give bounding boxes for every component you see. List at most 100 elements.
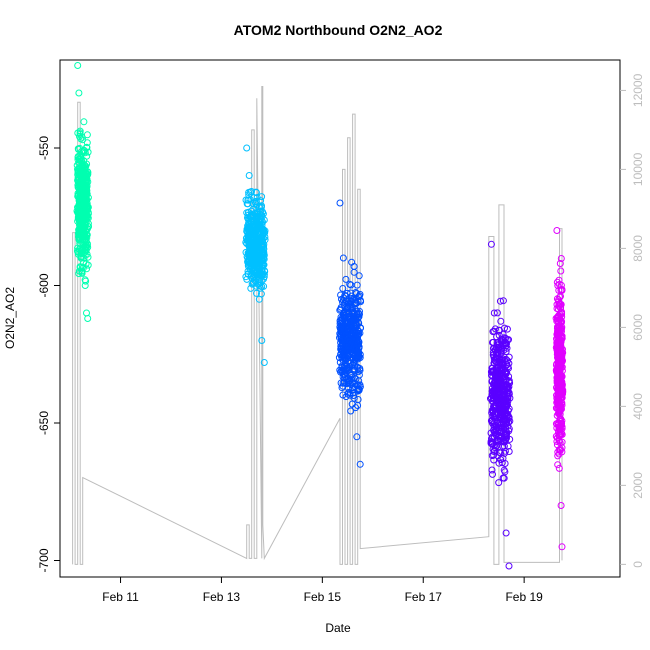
data-point — [83, 265, 91, 273]
data-point — [557, 255, 565, 262]
data-point — [339, 285, 347, 292]
data-point — [260, 245, 268, 253]
data-point — [84, 194, 92, 202]
data-point — [505, 336, 512, 344]
data-point — [260, 275, 267, 283]
data-point — [74, 62, 82, 69]
data-point — [496, 297, 504, 305]
data-point — [505, 373, 513, 380]
data-point — [504, 388, 512, 396]
data-point — [505, 353, 513, 361]
data-point — [357, 297, 364, 304]
data-point — [558, 367, 566, 375]
data-point — [261, 236, 269, 244]
data-point — [353, 433, 361, 441]
data-point — [499, 297, 507, 305]
data-point — [83, 186, 91, 194]
data-point — [347, 372, 355, 380]
data-point — [501, 460, 509, 467]
data-point — [355, 371, 363, 379]
data-point — [559, 345, 566, 353]
data-point — [243, 144, 251, 152]
data-point — [260, 282, 268, 290]
y2-tick-label: 2000 — [631, 472, 645, 499]
data-point — [83, 160, 91, 168]
data-point — [82, 186, 90, 194]
data-point — [248, 188, 255, 195]
data-point — [556, 260, 564, 267]
data-point — [497, 317, 505, 325]
data-point — [557, 380, 565, 388]
data-point — [504, 381, 512, 389]
data-point — [75, 89, 83, 97]
series-1 — [73, 62, 92, 322]
data-point — [489, 470, 496, 478]
data-point — [77, 253, 85, 261]
data-point — [557, 304, 565, 312]
data-point — [553, 227, 561, 234]
data-point — [83, 152, 91, 160]
data-point — [253, 289, 260, 297]
data-point — [488, 466, 496, 474]
data-point — [505, 448, 513, 455]
data-point — [506, 417, 514, 425]
data-point — [557, 267, 565, 275]
secondary-line — [72, 86, 563, 565]
data-point — [336, 199, 344, 207]
data-point — [80, 254, 88, 262]
chart-title: ATOM2 Northbound O2N2_AO2 — [234, 22, 443, 38]
data-point — [498, 459, 506, 467]
x-tick-label: Feb 19 — [505, 590, 543, 604]
data-point — [557, 399, 565, 407]
data-point — [557, 421, 565, 429]
data-point — [356, 460, 364, 468]
data-point — [250, 240, 258, 248]
y-tick-label: -550 — [37, 136, 51, 160]
secondary-series — [72, 86, 563, 565]
y-tick-label: -600 — [37, 273, 51, 297]
data-point — [83, 139, 91, 147]
data-point — [76, 130, 84, 138]
data-point — [558, 313, 566, 321]
data-point — [255, 295, 263, 303]
data-point — [84, 315, 92, 322]
series-3 — [335, 199, 365, 468]
data-point — [84, 168, 92, 176]
data-point — [503, 325, 511, 333]
y2-tick-label: 10000 — [631, 152, 645, 186]
data-point — [554, 282, 562, 289]
data-point — [261, 268, 269, 275]
data-point — [347, 407, 355, 415]
data-point — [493, 364, 501, 372]
data-point — [352, 404, 360, 412]
data-point — [558, 332, 566, 340]
data-point — [248, 213, 256, 221]
data-point — [83, 205, 91, 213]
x-tick-label: Feb 17 — [405, 590, 443, 604]
data-point — [353, 281, 361, 289]
x-axis-label: Date — [325, 621, 351, 635]
data-point — [355, 352, 362, 360]
data-point — [501, 324, 508, 332]
data-point — [505, 562, 513, 570]
data-point — [84, 261, 92, 269]
data-point — [501, 468, 509, 476]
data-point — [558, 353, 565, 361]
data-point — [487, 240, 495, 248]
data-point — [84, 148, 92, 156]
data-point — [76, 127, 84, 135]
data-point — [504, 442, 512, 450]
y-axis-label: O2N2_AO2 — [3, 287, 17, 349]
data-point — [490, 451, 498, 459]
axes: Feb 11 Feb 13 Feb 15 Feb 17 Feb 19 -550 -600 -6… — [37, 73, 645, 604]
data-point — [76, 152, 84, 160]
data-point — [346, 280, 354, 288]
data-point — [354, 396, 362, 403]
data-point — [505, 364, 512, 372]
data-point — [556, 392, 563, 399]
y2-tick-label: 4000 — [631, 393, 645, 420]
data-point — [346, 350, 354, 358]
data-point — [349, 389, 357, 397]
data-point — [556, 300, 564, 307]
data-point — [504, 398, 512, 405]
